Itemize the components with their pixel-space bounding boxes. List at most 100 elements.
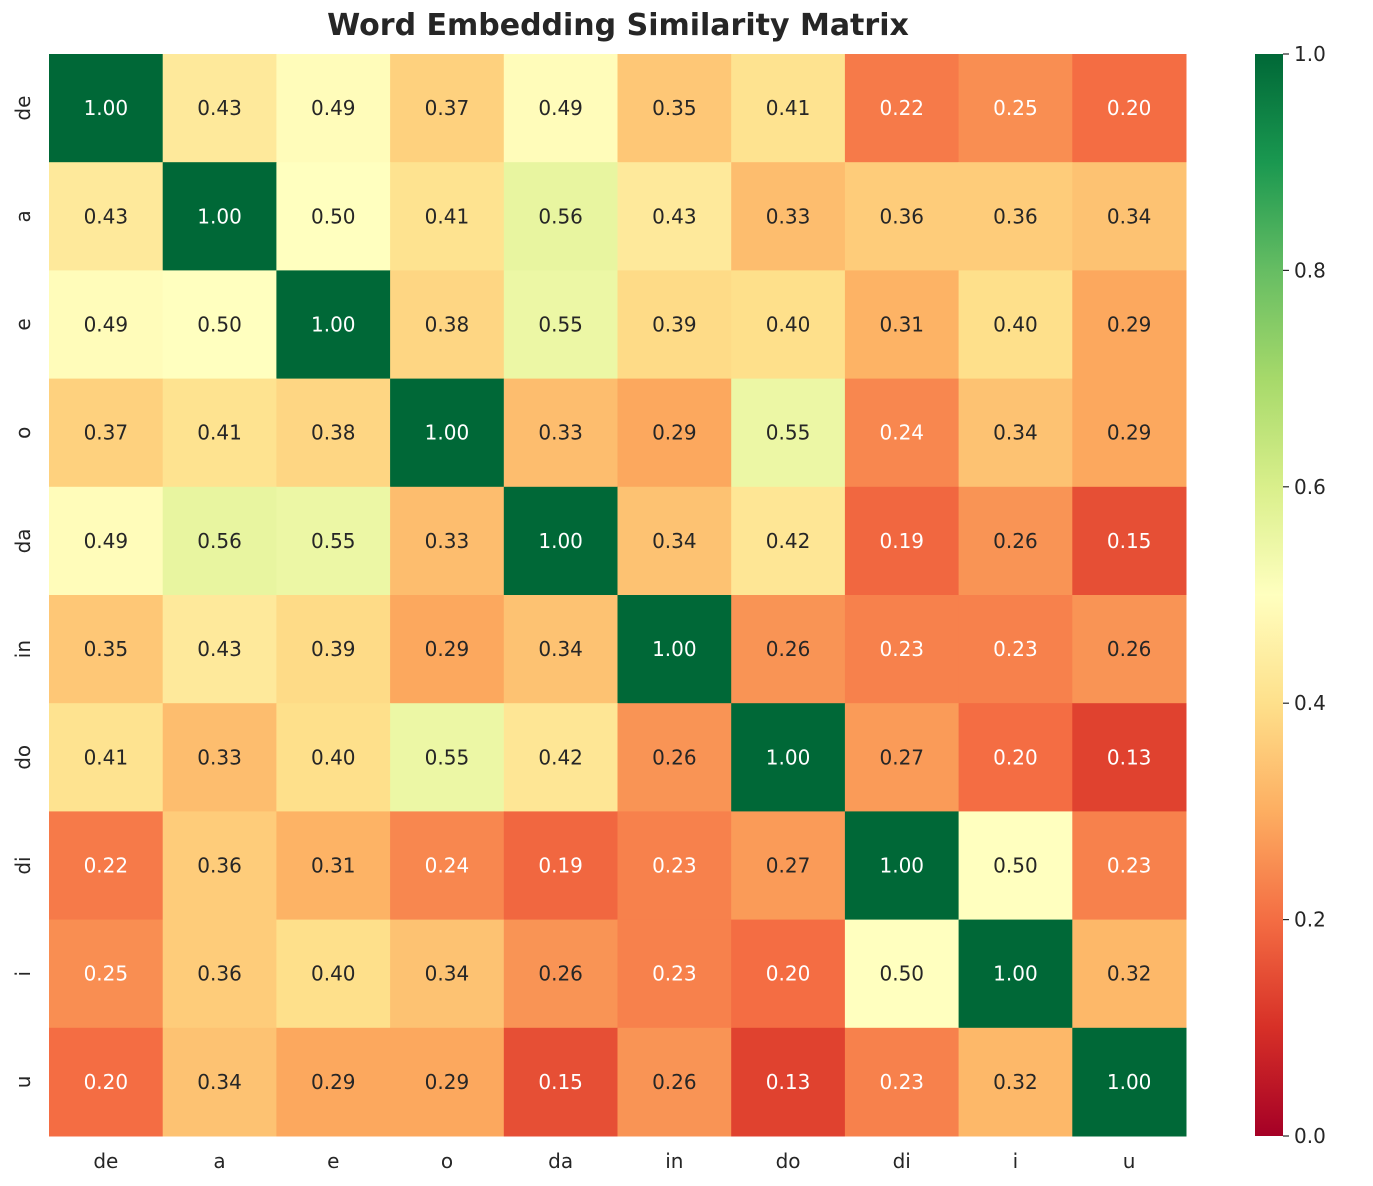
cell-annotation: 0.50 — [879, 962, 924, 986]
cell-annotation: 0.36 — [879, 204, 924, 228]
x-tick-label: de — [93, 1149, 118, 1173]
colorbar-tick-label: 0.0 — [1294, 1124, 1326, 1148]
heatmap-cell — [276, 162, 391, 271]
heatmap-cell — [1072, 1027, 1187, 1137]
heatmap-cell — [162, 595, 277, 704]
heatmap-cell — [503, 54, 618, 163]
heatmap-cell — [844, 919, 960, 1029]
colorbar-tick-label: 0.2 — [1294, 908, 1326, 932]
heatmap-cell — [1072, 54, 1187, 163]
heatmap-cell — [617, 162, 732, 271]
heatmap-cell — [844, 486, 960, 596]
cell-annotation: 0.29 — [652, 421, 697, 445]
cell-annotation: 0.20 — [84, 1070, 129, 1094]
cell-annotation: 0.22 — [84, 854, 129, 878]
cell-annotation: 0.34 — [993, 421, 1038, 445]
cell-annotation: 0.34 — [652, 529, 697, 553]
cell-annotation: 0.34 — [1107, 204, 1152, 228]
heatmap-cell — [958, 1027, 1073, 1137]
heatmap-cell — [390, 1027, 505, 1137]
colorbar-tick-label: 0.8 — [1294, 258, 1326, 282]
cell-annotation: 0.41 — [197, 421, 242, 445]
heatmap-cell — [731, 162, 846, 271]
cell-annotation: 0.20 — [993, 745, 1038, 769]
heatmap-cell — [503, 378, 618, 488]
cell-annotation: 0.50 — [311, 204, 356, 228]
heatmap-cell — [49, 378, 164, 488]
cell-annotation: 0.29 — [425, 637, 470, 661]
heatmap-cell — [49, 1027, 164, 1137]
cell-annotation: 0.49 — [311, 96, 356, 120]
heatmap-cell — [958, 486, 1073, 596]
heatmap-cell — [276, 811, 391, 921]
cell-annotation: 0.32 — [993, 1070, 1038, 1094]
cell-annotation: 1.00 — [652, 637, 697, 661]
cell-annotation: 0.31 — [311, 854, 356, 878]
heatmap-cell — [49, 54, 164, 163]
cell-annotation: 0.34 — [538, 637, 583, 661]
cell-annotation: 1.00 — [766, 745, 811, 769]
x-tick-label: da — [548, 1149, 573, 1173]
y-tick-label: da — [11, 528, 35, 553]
y-tick-label: di — [11, 856, 35, 874]
cell-annotation: 0.32 — [1107, 962, 1152, 986]
cell-annotation: 0.29 — [311, 1070, 356, 1094]
heatmap-cell — [276, 486, 391, 596]
x-tick-label: u — [1123, 1149, 1136, 1173]
cell-annotation: 0.26 — [652, 745, 697, 769]
heatmap-cell — [731, 595, 846, 704]
heatmap-cell — [958, 54, 1073, 163]
heatmap-cell — [958, 162, 1073, 271]
heatmap-cell — [162, 378, 277, 488]
cell-annotation: 0.50 — [197, 313, 242, 337]
heatmap-cell — [390, 270, 505, 380]
heatmap-cell — [958, 703, 1073, 812]
cell-annotation: 0.13 — [766, 1070, 811, 1094]
cell-annotation: 0.55 — [766, 421, 811, 445]
heatmap-cell — [1072, 919, 1187, 1029]
cell-annotation: 0.55 — [311, 529, 356, 553]
y-tick-label: o — [11, 427, 35, 439]
heatmap-cell — [731, 703, 846, 812]
y-tick-label: do — [11, 745, 35, 770]
cell-annotation: 0.37 — [84, 421, 129, 445]
heatmap-cell — [49, 811, 164, 921]
cell-annotation: 0.25 — [993, 96, 1038, 120]
cell-annotation: 0.24 — [879, 421, 924, 445]
heatmap-cell — [162, 703, 277, 812]
heatmap-cell — [844, 54, 960, 163]
cell-annotation: 0.26 — [766, 637, 811, 661]
heatmap-cell — [390, 486, 505, 596]
heatmap-cell — [958, 270, 1073, 380]
cell-annotation: 0.31 — [879, 313, 924, 337]
cell-annotation: 1.00 — [879, 854, 924, 878]
heatmap-cell — [1072, 270, 1187, 380]
cell-annotation: 0.39 — [311, 637, 356, 661]
y-tick-label: in — [11, 640, 35, 658]
heatmap-cell — [958, 595, 1073, 704]
heatmap-cell — [1072, 703, 1187, 812]
cell-annotation: 0.35 — [652, 96, 697, 120]
heatmap-cell — [276, 378, 391, 488]
heatmap-cell — [844, 270, 960, 380]
heatmap-cell — [162, 270, 277, 380]
cell-annotation: 0.40 — [993, 313, 1038, 337]
x-tick-label: a — [213, 1149, 225, 1173]
heatmap-cell — [617, 486, 732, 596]
cell-annotation: 0.40 — [311, 962, 356, 986]
heatmap-cell — [844, 703, 960, 812]
heatmap-cell — [731, 1027, 846, 1137]
cell-annotation: 0.23 — [993, 637, 1038, 661]
cell-annotation: 0.56 — [197, 529, 242, 553]
y-tick-label: e — [11, 318, 35, 330]
heatmap-cell — [390, 54, 505, 163]
cell-annotation: 0.41 — [766, 96, 811, 120]
heatmap-cell — [49, 703, 164, 812]
cell-annotation: 0.26 — [538, 962, 583, 986]
y-tick-label: i — [11, 971, 35, 977]
x-tick-label: di — [893, 1149, 911, 1173]
heatmap-cell — [390, 595, 505, 704]
cell-annotation: 0.56 — [538, 204, 583, 228]
heatmap-cell — [162, 486, 277, 596]
cell-annotation: 0.37 — [425, 96, 470, 120]
